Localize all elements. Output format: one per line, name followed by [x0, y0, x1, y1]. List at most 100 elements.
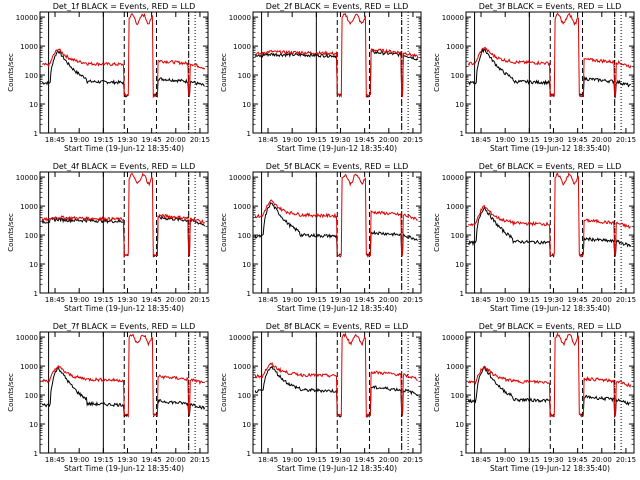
x-tick-label: 20:15 [616, 456, 636, 464]
y-tick-label: 100 [25, 392, 38, 400]
events-series-line [467, 365, 631, 419]
x-axis-label: Start Time (19-Jun-12 18:35:40) [277, 144, 397, 153]
y-axis-label: Counts/sec [7, 53, 15, 92]
x-tick-label: 18:45 [471, 296, 491, 304]
x-tick-label: 18:45 [258, 456, 278, 464]
x-axis-label: Start Time (19-Jun-12 18:35:40) [64, 304, 184, 313]
x-axis-label: Start Time (19-Jun-12 18:35:40) [490, 304, 610, 313]
x-tick-label: 18:45 [45, 296, 65, 304]
lld-series-line [254, 12, 419, 98]
y-tick-label: 1000 [233, 363, 251, 371]
x-tick-label: 20:00 [592, 456, 612, 464]
x-tick-label: 20:15 [616, 296, 636, 304]
x-tick-label: 18:45 [471, 136, 491, 144]
x-tick-label: 20:15 [403, 136, 423, 144]
x-tick-label: 19:00 [495, 136, 515, 144]
x-tick-label: 19:30 [330, 456, 350, 464]
y-axis-label: Counts/sec [220, 213, 228, 252]
panel-title: Det_1f BLACK = Events, RED = LLD [53, 2, 196, 11]
x-axis-label: Start Time (19-Jun-12 18:35:40) [277, 464, 397, 473]
y-tick-label: 1000 [20, 43, 38, 51]
y-axis-label: Counts/sec [220, 53, 228, 92]
y-tick-label: 10 [455, 261, 464, 269]
x-tick-label: 19:45 [142, 136, 162, 144]
y-tick-label: 10 [242, 101, 251, 109]
x-tick-label: 20:15 [190, 136, 210, 144]
x-tick-label: 19:00 [69, 136, 89, 144]
x-tick-label: 19:30 [543, 296, 563, 304]
x-tick-label: 19:45 [142, 456, 162, 464]
y-tick-label: 10000 [229, 334, 251, 342]
x-tick-label: 19:45 [568, 456, 588, 464]
x-axis-label: Start Time (19-Jun-12 18:35:40) [277, 304, 397, 313]
x-tick-label: 20:00 [379, 296, 399, 304]
x-tick-label: 19:15 [306, 456, 326, 464]
y-tick-label: 100 [25, 232, 38, 240]
y-tick-label: 1000 [20, 363, 38, 371]
x-tick-label: 19:00 [69, 456, 89, 464]
y-tick-label: 100 [451, 392, 464, 400]
x-tick-label: 20:00 [379, 456, 399, 464]
y-axis-label: Counts/sec [7, 373, 15, 412]
x-tick-label: 19:30 [330, 136, 350, 144]
y-tick-label: 1000 [20, 203, 38, 211]
y-tick-label: 10000 [16, 14, 38, 22]
y-axis-label: Counts/sec [220, 373, 228, 412]
y-tick-label: 10000 [229, 174, 251, 182]
lld-series-line [467, 332, 632, 419]
lld-series-line [254, 331, 418, 419]
x-tick-label: 18:45 [45, 136, 65, 144]
x-tick-label: 19:30 [330, 296, 350, 304]
x-tick-label: 19:45 [355, 296, 375, 304]
x-tick-label: 19:30 [117, 136, 137, 144]
y-tick-label: 10 [29, 261, 38, 269]
y-tick-label: 10000 [229, 14, 251, 22]
chart-panel: Det_5f BLACK = Events, RED = LLD 1 10 100 10… [220, 162, 423, 313]
y-tick-label: 10 [455, 421, 464, 429]
y-tick-label: 10000 [16, 174, 38, 182]
x-tick-label: 19:15 [93, 136, 113, 144]
chart-panel: Det_6f BLACK = Events, RED = LLD 1 10 100 10… [433, 162, 636, 313]
y-tick-label: 1 [247, 290, 251, 298]
x-tick-label: 20:15 [616, 136, 636, 144]
y-tick-label: 10000 [442, 14, 464, 22]
events-series-line [254, 365, 419, 418]
x-tick-label: 19:45 [568, 136, 588, 144]
x-tick-label: 20:00 [166, 136, 186, 144]
y-tick-label: 1 [460, 130, 464, 138]
chart-panel: Det_7f BLACK = Events, RED = LLD 1 10 100 10… [7, 322, 210, 473]
chart-panel: Det_1f BLACK = Events, RED = LLD 1 10 100 10… [7, 2, 210, 153]
y-tick-label: 1 [247, 130, 251, 138]
events-series-line [254, 202, 418, 258]
y-tick-label: 100 [238, 232, 251, 240]
panel-title: Det_4f BLACK = Events, RED = LLD [53, 162, 196, 171]
x-tick-label: 19:15 [519, 296, 539, 304]
x-axis-label: Start Time (19-Jun-12 18:35:40) [64, 144, 184, 153]
y-tick-label: 100 [451, 72, 464, 80]
y-tick-label: 1000 [446, 363, 464, 371]
x-tick-label: 20:00 [379, 136, 399, 144]
y-tick-label: 100 [238, 72, 251, 80]
y-tick-label: 1000 [446, 203, 464, 211]
y-tick-label: 1000 [446, 43, 464, 51]
y-tick-label: 10 [29, 101, 38, 109]
x-tick-label: 19:30 [543, 456, 563, 464]
x-tick-label: 19:00 [282, 296, 302, 304]
y-axis-label: Counts/sec [433, 53, 441, 92]
lld-series-line [467, 12, 632, 99]
lld-series-line [254, 173, 419, 258]
x-tick-label: 20:15 [190, 456, 210, 464]
events-series-line [41, 50, 205, 98]
x-tick-label: 18:45 [258, 136, 278, 144]
x-tick-label: 20:00 [166, 296, 186, 304]
x-tick-label: 19:00 [282, 136, 302, 144]
y-tick-label: 1 [34, 450, 38, 458]
panel-title: Det_7f BLACK = Events, RED = LLD [53, 322, 196, 331]
x-axis-label: Start Time (19-Jun-12 18:35:40) [490, 144, 610, 153]
y-tick-label: 1 [34, 290, 38, 298]
y-tick-label: 100 [238, 392, 251, 400]
panel-title: Det_6f BLACK = Events, RED = LLD [479, 162, 622, 171]
chart-panel: Det_4f BLACK = Events, RED = LLD 1 10 100 10… [7, 162, 210, 313]
x-tick-label: 20:15 [190, 296, 210, 304]
